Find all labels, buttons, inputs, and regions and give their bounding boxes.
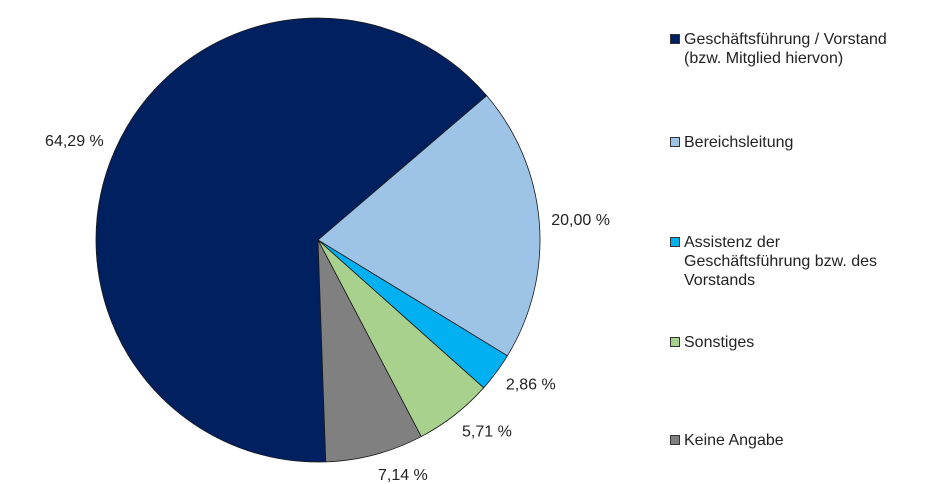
legend-item: Geschäftsführung / Vorstand (bzw. Mitgli…: [670, 30, 887, 68]
legend-swatch: [670, 137, 680, 147]
data-label: 2,86 %: [506, 377, 556, 394]
legend-swatch: [670, 435, 680, 445]
data-label: 64,29 %: [45, 133, 104, 150]
legend-label: Sonstiges: [684, 334, 755, 351]
data-label: 7,14 %: [378, 467, 428, 484]
legend-label: Geschäftsführung / Vorstand (bzw. Mitgli…: [684, 31, 887, 67]
legend-item: Bereichsleitung: [670, 133, 793, 152]
data-label: 20,00 %: [551, 212, 610, 229]
legend-item: Sonstiges: [670, 333, 754, 352]
legend-swatch: [670, 237, 680, 247]
legend-item: Keine Angabe: [670, 431, 784, 450]
pie-slice: [95, 17, 488, 463]
legend-label: Bereichsleitung: [684, 134, 794, 151]
pie-slice: [317, 239, 422, 463]
legend-swatch: [670, 337, 680, 347]
legend-item: Assistenz der Geschäftsführung bzw. des …: [670, 233, 877, 290]
legend-label: Assistenz der Geschäftsführung bzw. des …: [684, 234, 877, 289]
legend-label: Keine Angabe: [684, 432, 784, 449]
pie-slice: [317, 95, 541, 357]
legend-swatch: [670, 34, 680, 44]
data-label: 5,71 %: [462, 424, 512, 441]
